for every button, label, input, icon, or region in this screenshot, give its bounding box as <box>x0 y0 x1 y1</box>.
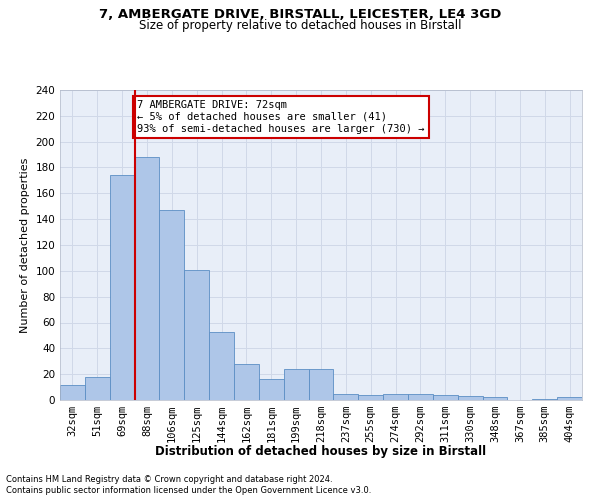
Text: Distribution of detached houses by size in Birstall: Distribution of detached houses by size … <box>155 444 487 458</box>
Text: 7 AMBERGATE DRIVE: 72sqm
← 5% of detached houses are smaller (41)
93% of semi-de: 7 AMBERGATE DRIVE: 72sqm ← 5% of detache… <box>137 100 425 134</box>
Bar <box>532 398 557 400</box>
Bar <box>383 394 408 400</box>
Bar <box>458 396 482 400</box>
Bar <box>433 395 458 400</box>
Bar <box>110 175 134 400</box>
Text: Size of property relative to detached houses in Birstall: Size of property relative to detached ho… <box>139 19 461 32</box>
Bar <box>134 157 160 400</box>
Bar <box>334 394 358 400</box>
Text: 7, AMBERGATE DRIVE, BIRSTALL, LEICESTER, LE4 3GD: 7, AMBERGATE DRIVE, BIRSTALL, LEICESTER,… <box>99 8 501 20</box>
Bar <box>184 270 209 400</box>
Bar <box>259 380 284 400</box>
Bar <box>482 398 508 400</box>
Y-axis label: Number of detached properties: Number of detached properties <box>20 158 30 332</box>
Bar <box>234 364 259 400</box>
Text: Contains HM Land Registry data © Crown copyright and database right 2024.: Contains HM Land Registry data © Crown c… <box>6 475 332 484</box>
Bar <box>85 377 110 400</box>
Bar <box>60 384 85 400</box>
Bar <box>160 210 184 400</box>
Text: Contains public sector information licensed under the Open Government Licence v3: Contains public sector information licen… <box>6 486 371 495</box>
Bar <box>209 332 234 400</box>
Bar <box>358 395 383 400</box>
Bar <box>308 369 334 400</box>
Bar <box>557 398 582 400</box>
Bar <box>408 394 433 400</box>
Bar <box>284 369 308 400</box>
